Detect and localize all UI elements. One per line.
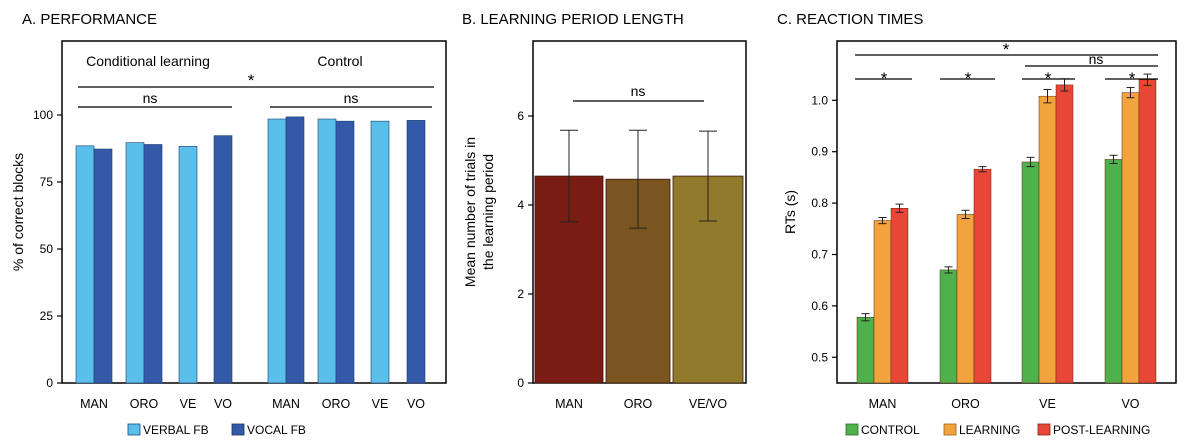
panel-a-category-label: ORO bbox=[322, 397, 351, 411]
panel-a-y-tick-label: 25 bbox=[40, 309, 54, 323]
panel-c-y-tick-label: 0.5 bbox=[811, 350, 828, 364]
panel-b-ylabel-line2: the learning period bbox=[480, 154, 496, 270]
panel-b-y-tick-label: 6 bbox=[517, 109, 524, 123]
legend-swatch-verbal bbox=[127, 423, 141, 436]
panel-b: B. LEARNING PERIOD LENGTH 0 2 4 6 Mean numb… bbox=[462, 11, 747, 411]
panel-c-y-tick-label: 0.8 bbox=[811, 196, 828, 210]
bar-verbal-fb bbox=[370, 120, 390, 384]
panel-b-category-label: VE/VO bbox=[689, 397, 727, 411]
panel-b-y-ticks: 0 2 4 6 bbox=[517, 109, 533, 390]
panel-c-category-label: MAN bbox=[869, 397, 897, 411]
panel-c-category-label: ORO bbox=[951, 397, 980, 411]
panel-a-category-label: VO bbox=[214, 397, 232, 411]
legend-label-control: CONTROL bbox=[861, 423, 920, 437]
sig-star-c-man: * bbox=[881, 69, 888, 88]
panel-b-categories: MAN ORO VE/VO bbox=[555, 397, 727, 411]
panel-b-title: B. LEARNING PERIOD LENGTH bbox=[462, 11, 684, 28]
legend-label-post-learning: POST-LEARNING bbox=[1053, 423, 1150, 437]
panel-a-y-tick-label: 75 bbox=[40, 175, 54, 189]
panel-c-category-label: VE bbox=[1039, 397, 1056, 411]
panel-c-y-tick-label: 0.9 bbox=[811, 145, 828, 159]
panel-a-y-tick-label: 50 bbox=[40, 242, 54, 256]
bar-vocal-fb bbox=[143, 144, 163, 384]
bar-vocal-fb bbox=[335, 120, 355, 384]
panel-a-categories: MAN ORO VE VO MAN ORO VE VO bbox=[80, 397, 425, 411]
legend-label-learning: LEARNING bbox=[959, 423, 1020, 437]
bar-post-learning bbox=[890, 207, 909, 384]
group-label-control: Control bbox=[317, 53, 362, 69]
panel-c-y-tick-label: 0.6 bbox=[811, 299, 828, 313]
bar-learning bbox=[1038, 95, 1057, 384]
bar-control bbox=[856, 316, 875, 384]
panel-a-title: A. PERFORMANCE bbox=[22, 11, 157, 28]
bar-vocal-fb bbox=[213, 135, 233, 384]
panel-b-y-tick-label: 2 bbox=[517, 287, 524, 301]
bar-verbal-fb bbox=[267, 118, 287, 384]
bar-learning bbox=[873, 220, 892, 384]
panel-a-y-ticks: 0 25 50 75 100 bbox=[33, 108, 62, 390]
panel-b-ylabel-line1: Mean number of trials in bbox=[462, 137, 478, 287]
panel-a-y-tick-label: 100 bbox=[33, 108, 53, 122]
panel-a-category-label: VE bbox=[180, 397, 197, 411]
panel-a-category-label: MAN bbox=[80, 397, 108, 411]
panel-c: C. REACTION TIMES 0.5 0.6 0.7 0.8 0.9 1.0 RTs… bbox=[777, 11, 1177, 437]
legend-swatch-post-learning bbox=[1037, 423, 1051, 436]
panel-a-category-label: ORO bbox=[130, 397, 159, 411]
legend-label-verbal: VERBAL FB bbox=[143, 423, 209, 437]
panel-a-y-tick-label: 0 bbox=[46, 376, 53, 390]
panel-c-title: C. REACTION TIMES bbox=[777, 11, 923, 28]
bar-post-learning bbox=[1138, 79, 1157, 384]
panel-a-ylabel: % of correct blocks bbox=[10, 153, 26, 271]
bar-control bbox=[1021, 161, 1040, 384]
panel-b-bars bbox=[534, 129, 744, 384]
panel-a-frame bbox=[61, 40, 447, 384]
panel-c-frame bbox=[836, 40, 1177, 384]
bar-learning bbox=[956, 214, 975, 384]
sig-star-c-overall: * bbox=[1003, 40, 1010, 59]
bar-control bbox=[1104, 159, 1123, 384]
sig-star-c-ve: * bbox=[1045, 69, 1052, 88]
panel-c-categories: MAN ORO VE VO bbox=[869, 397, 1140, 411]
panel-c-ylabel: RTs (s) bbox=[782, 190, 798, 234]
bar-verbal-fb bbox=[178, 146, 198, 384]
sig-star-c-vo: * bbox=[1129, 69, 1136, 88]
panel-c-y-ticks: 0.5 0.6 0.7 0.8 0.9 1.0 bbox=[811, 93, 837, 364]
bar-vocal-fb bbox=[285, 116, 305, 384]
sig-ns-c: ns bbox=[1089, 51, 1104, 67]
bar-post-learning bbox=[973, 168, 992, 384]
bar-learning bbox=[1121, 92, 1140, 384]
bar-verbal-fb bbox=[75, 145, 95, 384]
bar-verbal-fb bbox=[125, 142, 145, 384]
panel-a-category-label: VE bbox=[372, 397, 389, 411]
panel-c-bars bbox=[856, 73, 1157, 384]
panel-b-category-label: ORO bbox=[624, 397, 653, 411]
group-label-conditional: Conditional learning bbox=[86, 53, 210, 69]
bar-verbal-fb bbox=[317, 118, 337, 384]
panel-a-category-label: VO bbox=[407, 397, 425, 411]
panel-a-bars bbox=[75, 116, 426, 384]
panel-c-y-tick-label: 1.0 bbox=[811, 93, 828, 107]
legend-label-vocal: VOCAL FB bbox=[247, 423, 306, 437]
panel-a: A. PERFORMANCE 0 25 50 75 100 % of correct b… bbox=[10, 11, 447, 437]
sig-ns-cond: ns bbox=[143, 90, 158, 106]
sig-star-groups: * bbox=[248, 71, 255, 90]
legend-swatch-vocal bbox=[231, 423, 245, 436]
bar-vocal-fb bbox=[406, 120, 426, 384]
sig-star-c-oro: * bbox=[965, 69, 972, 88]
panel-b-category-label: MAN bbox=[555, 397, 583, 411]
panel-a-category-label: MAN bbox=[272, 397, 300, 411]
bar-vocal-fb bbox=[93, 148, 113, 384]
bar-control bbox=[939, 269, 958, 384]
legend-swatch-control bbox=[845, 423, 859, 436]
panel-c-y-tick-label: 0.7 bbox=[811, 248, 828, 262]
sig-ns-b: ns bbox=[631, 83, 646, 99]
panel-b-y-tick-label: 4 bbox=[517, 198, 524, 212]
bar-post-learning bbox=[1055, 84, 1074, 384]
sig-ns-control: ns bbox=[344, 90, 359, 106]
panel-b-y-tick-label: 0 bbox=[517, 376, 524, 390]
legend-swatch-learning bbox=[943, 423, 957, 436]
panel-c-category-label: VO bbox=[1121, 397, 1139, 411]
